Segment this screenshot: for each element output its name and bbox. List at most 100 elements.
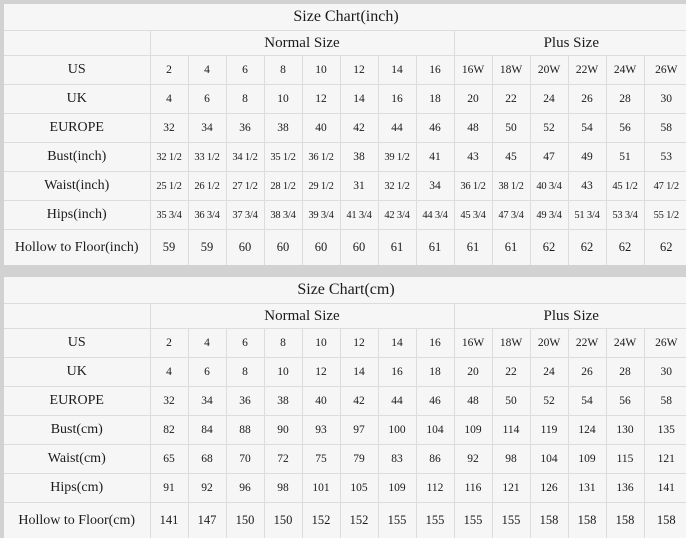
- table-cell: 16: [378, 358, 416, 387]
- table-cell: 36: [226, 114, 264, 143]
- table-cell: 109: [378, 474, 416, 503]
- table-cell: 60: [226, 230, 264, 266]
- table-cell: 47: [530, 143, 568, 172]
- table-cell: 20W: [530, 329, 568, 358]
- group-header-normal-size: Normal Size: [150, 31, 454, 56]
- table-cell: 22W: [568, 56, 606, 85]
- row-label: Hollow to Floor(cm): [4, 503, 150, 538]
- table-cell: 18W: [492, 329, 530, 358]
- table-cell: 131: [568, 474, 606, 503]
- table-cell: 36 1/2: [302, 143, 340, 172]
- table-cell: 14: [340, 358, 378, 387]
- table-cell: 45: [492, 143, 530, 172]
- table-cell: 47 1/2: [644, 172, 686, 201]
- table-cell: 98: [492, 445, 530, 474]
- table-cell: 20: [454, 85, 492, 114]
- table-cell: 34: [416, 172, 454, 201]
- table-cell: 88: [226, 416, 264, 445]
- table-cell: 72: [264, 445, 302, 474]
- table-cell: 48: [454, 114, 492, 143]
- row-label: US: [4, 329, 150, 358]
- row-label: Hollow to Floor(inch): [4, 230, 150, 266]
- group-header-plus-size: Plus Size: [454, 31, 686, 56]
- table-cell: 70: [226, 445, 264, 474]
- table-cell: 32: [150, 387, 188, 416]
- table-cell: 51 3/4: [568, 201, 606, 230]
- title-row: Size Chart(cm): [4, 277, 686, 304]
- group-header-normal-size: Normal Size: [150, 304, 454, 329]
- table-cell: 62: [530, 230, 568, 266]
- table-cell: 44 3/4: [416, 201, 454, 230]
- table-cell: 36: [226, 387, 264, 416]
- table-cell: 12: [340, 329, 378, 358]
- table-cell: 55 1/2: [644, 201, 686, 230]
- table-cell: 27 1/2: [226, 172, 264, 201]
- table-cell: 28: [606, 85, 644, 114]
- table-cell: 25 1/2: [150, 172, 188, 201]
- table-cell: 59: [188, 230, 226, 266]
- table-cell: 141: [644, 474, 686, 503]
- table-cell: 56: [606, 387, 644, 416]
- table-cell: 114: [492, 416, 530, 445]
- table-cell: 34: [188, 387, 226, 416]
- table-cell: 8: [264, 329, 302, 358]
- table-cell: 4: [188, 56, 226, 85]
- row-label: EUROPE: [4, 387, 150, 416]
- table-cell: 60: [302, 230, 340, 266]
- table-cell: 38 3/4: [264, 201, 302, 230]
- title-row: Size Chart(inch): [4, 4, 686, 31]
- table-cell: 68: [188, 445, 226, 474]
- table-cell: 40 3/4: [530, 172, 568, 201]
- table-cell: 84: [188, 416, 226, 445]
- table-cell: 86: [416, 445, 454, 474]
- table-cell: 31: [340, 172, 378, 201]
- table-cell: 50: [492, 114, 530, 143]
- row-label: Bust(cm): [4, 416, 150, 445]
- table-cell: 44: [378, 387, 416, 416]
- table-cell: 147: [188, 503, 226, 538]
- table-cell: 62: [644, 230, 686, 266]
- table-cell: 40: [302, 114, 340, 143]
- table-cell: 155: [416, 503, 454, 538]
- table-cell: 141: [150, 503, 188, 538]
- table-cell: 24W: [606, 56, 644, 85]
- table-cell: 12: [302, 358, 340, 387]
- table-cell: 47 3/4: [492, 201, 530, 230]
- table-cell: 52: [530, 114, 568, 143]
- group-header-corner: [4, 31, 150, 56]
- group-header-corner: [4, 304, 150, 329]
- table-cell: 46: [416, 387, 454, 416]
- table-cell: 100: [378, 416, 416, 445]
- table-cell: 82: [150, 416, 188, 445]
- table-cell: 116: [454, 474, 492, 503]
- table-cell: 2: [150, 329, 188, 358]
- table-cell: 8: [226, 85, 264, 114]
- table-cell: 61: [416, 230, 454, 266]
- table-cell: 34: [188, 114, 226, 143]
- table-cell: 43: [454, 143, 492, 172]
- table-cell: 32: [150, 114, 188, 143]
- table-cell: 105: [340, 474, 378, 503]
- table-cell: 60: [340, 230, 378, 266]
- row-label: EUROPE: [4, 114, 150, 143]
- table-cell: 40: [302, 387, 340, 416]
- table-cell: 16: [378, 85, 416, 114]
- table-cell: 90: [264, 416, 302, 445]
- table-cell: 42: [340, 114, 378, 143]
- table-cell: 79: [340, 445, 378, 474]
- table-cell: 126: [530, 474, 568, 503]
- table-cell: 24: [530, 358, 568, 387]
- table-separator-gap: [4, 265, 682, 277]
- table-cell: 32 1/2: [150, 143, 188, 172]
- row-label: UK: [4, 85, 150, 114]
- table-cell: 24: [530, 85, 568, 114]
- table-cell: 22W: [568, 329, 606, 358]
